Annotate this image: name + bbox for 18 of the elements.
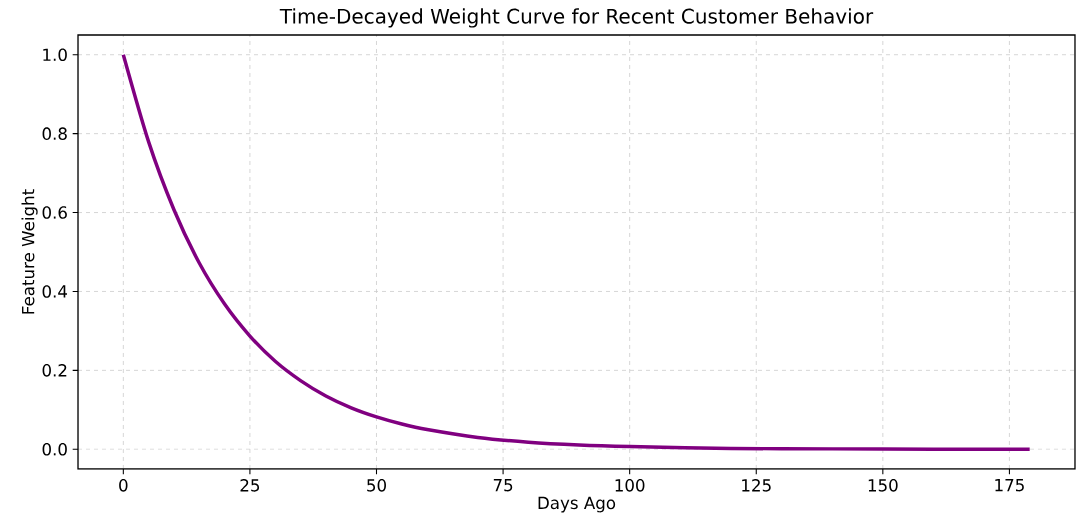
y-tick-label: 0.4 — [42, 285, 68, 298]
x-tick-label: 175 — [995, 479, 1024, 492]
chart-title: Time-Decayed Weight Curve for Recent Customer Behavior — [279, 8, 874, 28]
y-tick-label: 0.2 — [42, 364, 67, 377]
y-tick-label: 0.0 — [42, 442, 67, 456]
y-tick-label: 0.6 — [42, 206, 67, 219]
line-series — [121, 52, 1032, 452]
x-tick-label: 100 — [615, 479, 645, 492]
x-tick-label: 50 — [367, 479, 386, 492]
x-tick-label: 150 — [868, 479, 898, 492]
x-tick-label: 75 — [493, 479, 513, 492]
x-tick-label: 125 — [742, 479, 771, 492]
x-tick-label: 25 — [240, 479, 260, 492]
x-tick-label: 0 — [119, 479, 128, 492]
x-axis-title: Days Ago — [538, 496, 616, 513]
y-tick-label: 1.0 — [43, 48, 67, 62]
y-tick-label: 0.8 — [42, 127, 67, 140]
y-axis-title: Feature Weight — [21, 189, 38, 314]
